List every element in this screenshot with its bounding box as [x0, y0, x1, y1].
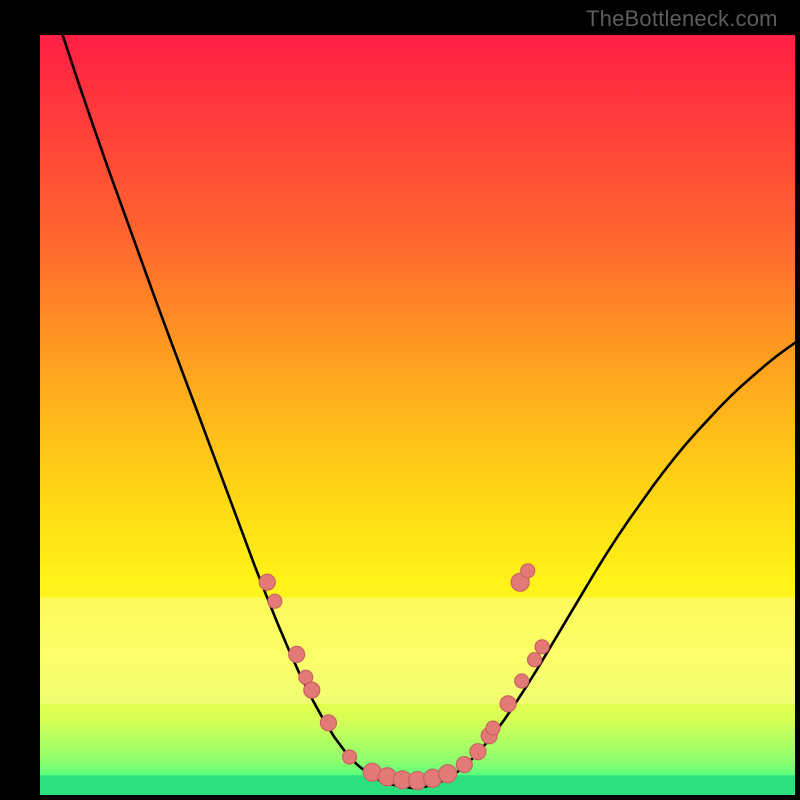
plot-area	[40, 35, 795, 795]
marker-dot	[521, 564, 535, 578]
marker-dot	[515, 674, 529, 688]
marker-dot	[289, 646, 305, 662]
marker-dot	[259, 574, 275, 590]
marker-dot	[528, 653, 542, 667]
yellow-band	[40, 597, 795, 703]
marker-dot	[320, 715, 336, 731]
watermark-text: TheBottleneck.com	[586, 6, 778, 32]
marker-dot	[535, 640, 549, 654]
marker-dot	[486, 721, 500, 735]
marker-dot	[268, 594, 282, 608]
marker-dot	[343, 750, 357, 764]
marker-dot	[456, 757, 472, 773]
marker-dot	[470, 744, 486, 760]
marker-dot	[500, 696, 516, 712]
plot-svg	[40, 35, 795, 795]
marker-dot	[304, 682, 320, 698]
marker-dot	[439, 765, 457, 783]
bottleneck-chart: TheBottleneck.com	[0, 0, 800, 800]
